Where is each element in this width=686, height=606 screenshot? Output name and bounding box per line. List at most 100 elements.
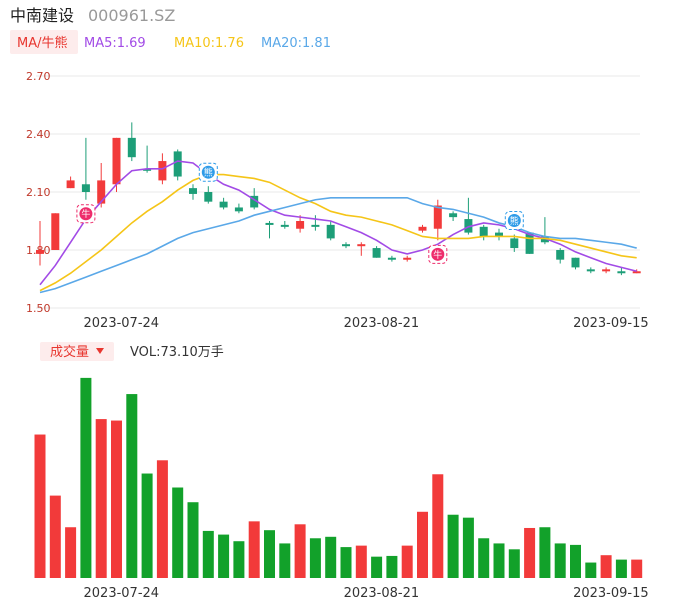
candle-body [326,224,335,239]
candle-body [357,244,366,247]
price-y-tick-label: 2.40 [26,128,51,141]
volume-bar [615,559,627,578]
ma10-line [39,173,637,292]
candle [296,215,305,233]
candle-body [479,226,488,237]
moving-average-lines [39,160,637,294]
volume-bar [447,514,459,578]
volume-bar [95,419,107,578]
candle-body [449,213,458,218]
volume-bar [279,543,291,578]
price-y-tick-label: 2.70 [26,70,51,83]
candle [372,246,381,258]
volume-value-label: VOL:73.10万手 [130,345,224,360]
candle-body [372,248,381,258]
date-tick-label: 2023-09-15 [573,316,649,331]
ma-toggle-button[interactable] [10,30,78,54]
volume-bar [462,517,474,578]
candle [81,137,90,200]
candle-body [540,236,549,243]
candle [510,234,519,252]
candle [525,232,534,254]
signal-label: 熊 [510,215,519,227]
bull-signal-icon[interactable]: 牛 [76,204,96,224]
candle [250,188,259,210]
volume-bar [432,474,444,578]
candle [387,255,396,262]
candle-body [495,232,503,237]
volume-bar [111,420,122,578]
candle [112,137,121,192]
volume-bar [264,530,275,578]
candle-body [586,269,595,272]
volume-bar [631,559,643,578]
candle [342,242,350,249]
signal-dot [507,214,521,228]
candle [449,211,458,221]
volume-toggle-button[interactable] [40,342,114,361]
volume-bar [585,562,597,578]
volume-bar [187,502,199,578]
candle-body [250,195,259,208]
volume-bar [126,394,138,578]
candle-body [433,205,442,229]
volume-bar [478,538,490,578]
volume-bar [600,555,612,578]
candle-body [66,180,75,189]
candle-body [556,250,565,260]
volume-bar [233,541,245,578]
volume-bar [493,543,505,578]
candle-body [189,188,197,194]
candle [173,149,182,181]
candle [571,257,580,270]
candle [127,122,136,162]
date-tick-label: 2023-07-24 [84,316,160,331]
volume-bar [49,495,61,578]
candle-body [143,168,152,171]
candle [602,267,611,274]
candle-body [127,137,136,158]
candle [219,197,228,210]
candle-body [632,271,641,274]
ma-toggle-label: MA/牛熊 [17,35,68,51]
candle-body [571,257,580,268]
candle-body [234,207,243,212]
candle-body [158,161,167,181]
volume-bar [156,460,168,578]
bull-signal-icon[interactable]: 牛 [428,244,448,264]
candle-body [602,269,611,272]
candle [495,228,503,241]
candle [66,176,75,189]
volume-bar [248,521,260,578]
candle [586,267,595,274]
volume-bar [309,538,321,578]
candle [617,267,626,276]
volume-bar-series [34,377,643,578]
volume-bar [570,544,581,578]
volume-x-axis: 2023-07-24 2023-08-21 2023-09-15 [84,586,649,601]
candle-body [265,222,274,225]
volume-bar [539,527,551,578]
volume-bar [386,555,398,578]
triangle-down-icon [96,348,104,354]
candle [433,199,442,241]
volume-bar [65,527,77,578]
volume-bar [340,547,352,578]
bear-signal-icon[interactable]: 熊 [504,211,524,231]
volume-bar [355,545,367,578]
ma5-legend: MA5:1.69 [84,36,146,51]
candle-body [112,137,121,185]
signal-dot [431,247,445,261]
candle-body [342,244,350,247]
bear-signal-icon[interactable]: 熊 [198,162,218,182]
ma20-line [39,197,637,294]
volume-toggle-label: 成交量 [50,344,89,360]
ma10-legend: MA10:1.76 [174,36,244,51]
candle [204,186,213,204]
candle-body [617,271,626,274]
candle-body [525,232,534,254]
candle-body [280,224,289,227]
candle-body [204,192,213,202]
